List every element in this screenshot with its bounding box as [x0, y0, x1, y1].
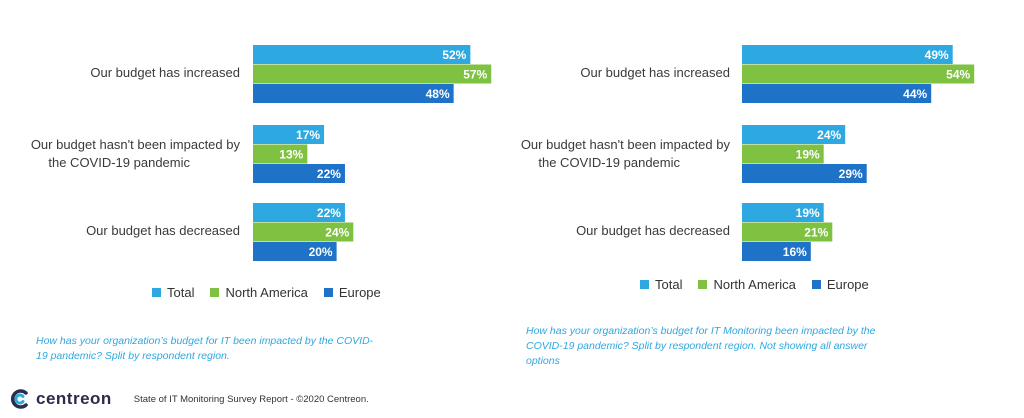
- legend-item-north-america: North America: [698, 277, 796, 292]
- footer: centreon State of IT Monitoring Survey R…: [8, 388, 369, 410]
- legend-label-total: Total: [167, 285, 195, 300]
- legend-swatch-europe: [323, 288, 333, 297]
- left-bar-europe-cat1: [253, 164, 345, 183]
- right-bar-europe-cat2: [742, 242, 811, 261]
- legend-label-total: Total: [655, 277, 683, 292]
- left-category-label-not-impacted-line2: the COVID-19 pandemic: [48, 155, 190, 170]
- legend-swatch-north-america: [210, 288, 220, 297]
- right-data-label-total-cat2: 19%: [796, 206, 820, 220]
- legend-item-europe: Europe: [323, 285, 381, 300]
- legend-label-north-america: North America: [713, 277, 796, 292]
- right-caption-line2: COVID-19 pandemic? Split by respondent r…: [526, 340, 868, 352]
- legend-item-total: Total: [152, 285, 194, 300]
- left-data-label-total-cat1: 17%: [296, 128, 320, 142]
- right-data-label-north-america-cat0: 54%: [946, 68, 970, 82]
- left-bar-north-america-cat2: [253, 222, 354, 242]
- right-data-label-total-cat1: 24%: [817, 128, 841, 142]
- right-bar-total-cat2: [742, 203, 824, 222]
- right-bar-total-cat1: [742, 125, 846, 144]
- right-data-label-europe-cat1: 29%: [839, 167, 863, 181]
- right-data-label-north-america-cat2: 21%: [804, 226, 828, 240]
- left-data-label-europe-cat1: 22%: [317, 167, 341, 181]
- right-caption-line3: options: [526, 355, 560, 367]
- left-category-label-increased: Our budget has increased: [90, 65, 240, 80]
- right-category-label-not-impacted-line1: Our budget hasn't been impacted by: [520, 137, 730, 152]
- right-category-label-not-impacted-line2: the COVID-19 pandemic: [538, 155, 680, 170]
- right-category-label-increased: Our budget has increased: [580, 65, 730, 80]
- legend-swatch-europe: [811, 280, 821, 289]
- left-bar-europe-cat0: [253, 84, 454, 103]
- left-data-label-north-america-cat0: 57%: [463, 68, 487, 82]
- right-data-label-total-cat0: 49%: [925, 48, 949, 62]
- left-caption: How has your organization’s budget for I…: [36, 334, 456, 364]
- right-legend: Total North America Europe: [640, 277, 869, 292]
- brand-name: centreon: [36, 389, 112, 408]
- left-bar-europe-cat2: [253, 242, 337, 261]
- left-data-label-north-america-cat2: 24%: [325, 226, 349, 240]
- right-bar-north-america-cat0: [742, 64, 975, 84]
- left-category-label-decreased: Our budget has decreased: [86, 223, 240, 238]
- left-caption-line2: 19 pandemic? Split by respondent region.: [36, 350, 230, 362]
- right-data-label-europe-cat2: 16%: [783, 245, 807, 259]
- left-data-label-europe-cat2: 20%: [309, 245, 333, 259]
- left-data-label-total-cat0: 52%: [442, 48, 466, 62]
- right-caption: How has your organization’s budget for I…: [526, 324, 966, 369]
- legend-swatch-north-america: [698, 280, 708, 289]
- legend-swatch-total: [640, 280, 649, 289]
- right-bar-north-america-cat2: [742, 222, 833, 242]
- right-caption-line1: How has your organization’s budget for I…: [526, 325, 876, 337]
- left-data-label-total-cat2: 22%: [317, 206, 341, 220]
- left-bar-north-america-cat1: [253, 144, 308, 164]
- right-bar-europe-cat1: [742, 164, 867, 183]
- left-legend: Total North America Europe: [152, 285, 381, 300]
- right-data-label-north-america-cat1: 19%: [796, 148, 820, 162]
- centreon-logo-icon: [10, 389, 28, 409]
- left-data-label-europe-cat0: 48%: [426, 87, 450, 101]
- left-caption-line1: How has your organization’s budget for I…: [36, 335, 374, 347]
- left-data-label-north-america-cat1: 13%: [279, 148, 303, 162]
- legend-item-europe: Europe: [811, 277, 869, 292]
- legend-item-north-america: North America: [210, 285, 308, 300]
- footer-text: State of IT Monitoring Survey Report - ©…: [133, 393, 369, 405]
- right-category-label-not-impacted: Our budget hasn't been impacted by the C…: [490, 136, 730, 172]
- legend-swatch-total: [152, 288, 161, 297]
- legend-label-europe: Europe: [826, 277, 869, 292]
- left-bar-north-america-cat0: [253, 64, 492, 84]
- right-bar-europe-cat0: [742, 84, 932, 103]
- left-category-label-not-impacted: Our budget hasn't been impacted by the C…: [0, 136, 240, 172]
- left-bar-total-cat2: [253, 203, 345, 222]
- left-category-label-not-impacted-line1: Our budget hasn't been impacted by: [30, 137, 240, 152]
- right-bar-north-america-cat1: [742, 144, 824, 164]
- right-bar-total-cat0: [742, 45, 953, 64]
- legend-item-total: Total: [640, 277, 682, 292]
- right-data-label-europe-cat0: 44%: [903, 87, 927, 101]
- left-bar-total-cat0: [253, 45, 471, 64]
- left-bar-total-cat1: [253, 125, 325, 144]
- legend-label-north-america: North America: [225, 285, 308, 300]
- legend-label-europe: Europe: [338, 285, 381, 300]
- right-category-label-decreased: Our budget has decreased: [576, 223, 730, 238]
